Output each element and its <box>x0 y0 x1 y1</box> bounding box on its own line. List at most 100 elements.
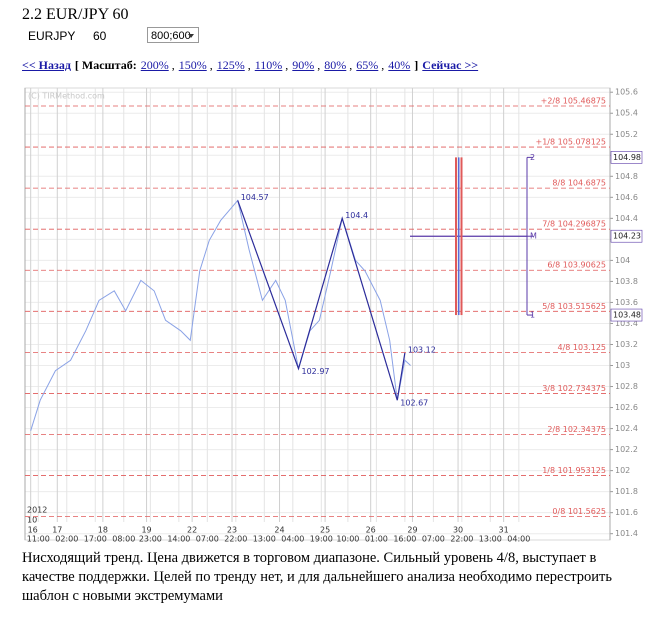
scale-link[interactable]: 90% <box>292 58 315 72</box>
scale-link[interactable]: 150% <box>178 58 207 72</box>
murray-label: 3/8 102.734375 <box>542 384 606 393</box>
x-day-label: 30 <box>453 526 463 535</box>
y-tick-label: 104.6 <box>615 193 638 202</box>
x-day-label: 29 <box>407 526 417 535</box>
target-bar-red <box>455 157 457 316</box>
back-link[interactable]: << Назад <box>22 58 71 72</box>
x-time-label: 10:00 <box>336 535 359 544</box>
target-label: M <box>530 232 537 241</box>
x-time-label: 13:00 <box>253 535 276 544</box>
y-tick-label: 103.8 <box>615 277 638 286</box>
x-day-label: 24 <box>274 526 284 535</box>
separator: , <box>349 58 353 72</box>
x-time-label: 07:00 <box>422 535 445 544</box>
period: 60 <box>93 29 107 43</box>
scale-link[interactable]: 200% <box>140 58 169 72</box>
y-tick-label: 104.8 <box>615 172 638 181</box>
symbol: EURJPY <box>28 29 76 43</box>
x-time-label: 22:00 <box>224 535 247 544</box>
target-value: 103.48 <box>613 311 641 320</box>
murray-label: 8/8 104.6875 <box>552 179 606 188</box>
x-time-label: 16:00 <box>393 535 416 544</box>
murray-label: +1/8 105.078125 <box>536 138 606 147</box>
murray-label: +2/8 105.46875 <box>541 97 606 106</box>
zigzag-label: 103.12 <box>408 345 436 354</box>
y-tick-label: 101.8 <box>615 487 638 496</box>
x-time-label: 02:00 <box>55 535 78 544</box>
y-tick-label: 104 <box>615 256 630 265</box>
x-day-label: 25 <box>320 526 330 535</box>
target-label: 2 <box>530 153 535 162</box>
separator: , <box>247 58 251 72</box>
murray-label: 1/8 101.953125 <box>542 466 606 475</box>
separator: , <box>171 58 175 72</box>
caption: Нисходящий тренд. Цена движется в торгов… <box>22 550 613 604</box>
y-tick-label: 105.6 <box>615 88 638 97</box>
scale-label: [ Масштаб: <box>74 58 137 72</box>
y-tick-label: 104.4 <box>615 214 638 223</box>
separator: , <box>209 58 213 72</box>
zigzag-label: 104.4 <box>345 211 368 220</box>
x-time-label: 01:00 <box>365 535 388 544</box>
target-bar-blue <box>458 157 460 316</box>
murray-label: 6/8 103.90625 <box>547 261 606 270</box>
zigzag-label: 102.97 <box>302 367 330 376</box>
separator: , <box>317 58 321 72</box>
x-day-label: 18 <box>98 526 108 535</box>
x-time-label: 11:00 <box>27 535 50 544</box>
target-value-box <box>610 229 643 243</box>
page-title: 2.2 EUR/JPY 60 <box>22 6 129 23</box>
x-time-label: 04:00 <box>281 535 304 544</box>
watermark: (C) TIRMethod.com <box>28 92 105 101</box>
scale-link[interactable]: 65% <box>356 58 379 72</box>
zigzag-label: 102.67 <box>400 399 428 408</box>
x-time-label: 23:00 <box>139 535 162 544</box>
x-time-label: 08:00 <box>112 535 135 544</box>
y-tick-label: 103.4 <box>615 319 638 328</box>
zigzag-label: 104.57 <box>241 193 269 202</box>
x-time-label: 04:00 <box>507 535 530 544</box>
y-tick-label: 103.2 <box>615 340 638 349</box>
x-day-label: 31 <box>499 526 509 535</box>
murray-label: 5/8 103.515625 <box>542 302 606 311</box>
scale-link[interactable]: 110% <box>254 58 283 72</box>
murray-label: 0/8 101.5625 <box>552 507 606 516</box>
target-value-box <box>610 151 643 164</box>
size-select[interactable]: 800;600 <box>147 27 199 43</box>
scale-link[interactable]: 80% <box>324 58 347 72</box>
y-tick-label: 101.6 <box>615 508 638 517</box>
x-day-label: 17 <box>52 526 62 535</box>
scale-link[interactable]: 40% <box>388 58 411 72</box>
x-time-label: 07:00 <box>196 535 219 544</box>
target-value: 104.98 <box>613 153 641 162</box>
y-tick-label: 105.4 <box>615 109 638 118</box>
target-bar-red <box>460 157 463 316</box>
x-time-label: 14:00 <box>167 535 190 544</box>
x-day-label: 26 <box>366 526 376 535</box>
plot-area <box>24 87 611 541</box>
y-tick-label: 103 <box>615 361 630 370</box>
month-label: 10 <box>27 516 37 525</box>
separator: , <box>381 58 385 72</box>
year-label: 2012 <box>27 506 47 515</box>
x-time-label: 13:00 <box>479 535 502 544</box>
y-tick-label: 101.4 <box>615 529 638 538</box>
x-time-label: 19:00 <box>310 535 333 544</box>
next-link[interactable]: Сейчас >> <box>422 58 479 72</box>
x-day-label: 22 <box>187 526 197 535</box>
y-tick-label: 102.8 <box>615 382 638 391</box>
scale-link[interactable]: 125% <box>216 58 245 72</box>
x-time-label: 22:00 <box>450 535 473 544</box>
bracket: ] <box>414 58 419 72</box>
y-tick-label: 102.4 <box>615 424 638 433</box>
murray-label: 2/8 102.34375 <box>547 425 606 434</box>
y-tick-label: 103.6 <box>615 298 638 307</box>
chart: 101.4101.6101.8102102.2102.4102.6102.810… <box>24 87 643 544</box>
murray-label: 7/8 104.296875 <box>542 220 606 229</box>
x-time-label: 17:00 <box>84 535 107 544</box>
y-tick-label: 102 <box>615 466 630 475</box>
nav-bar: << Назад[ Масштаб: 200%, 150%, 125%, 110%, 90… <box>22 58 478 73</box>
target-label: 1 <box>530 311 535 320</box>
y-tick-label: 105.2 <box>615 130 638 139</box>
